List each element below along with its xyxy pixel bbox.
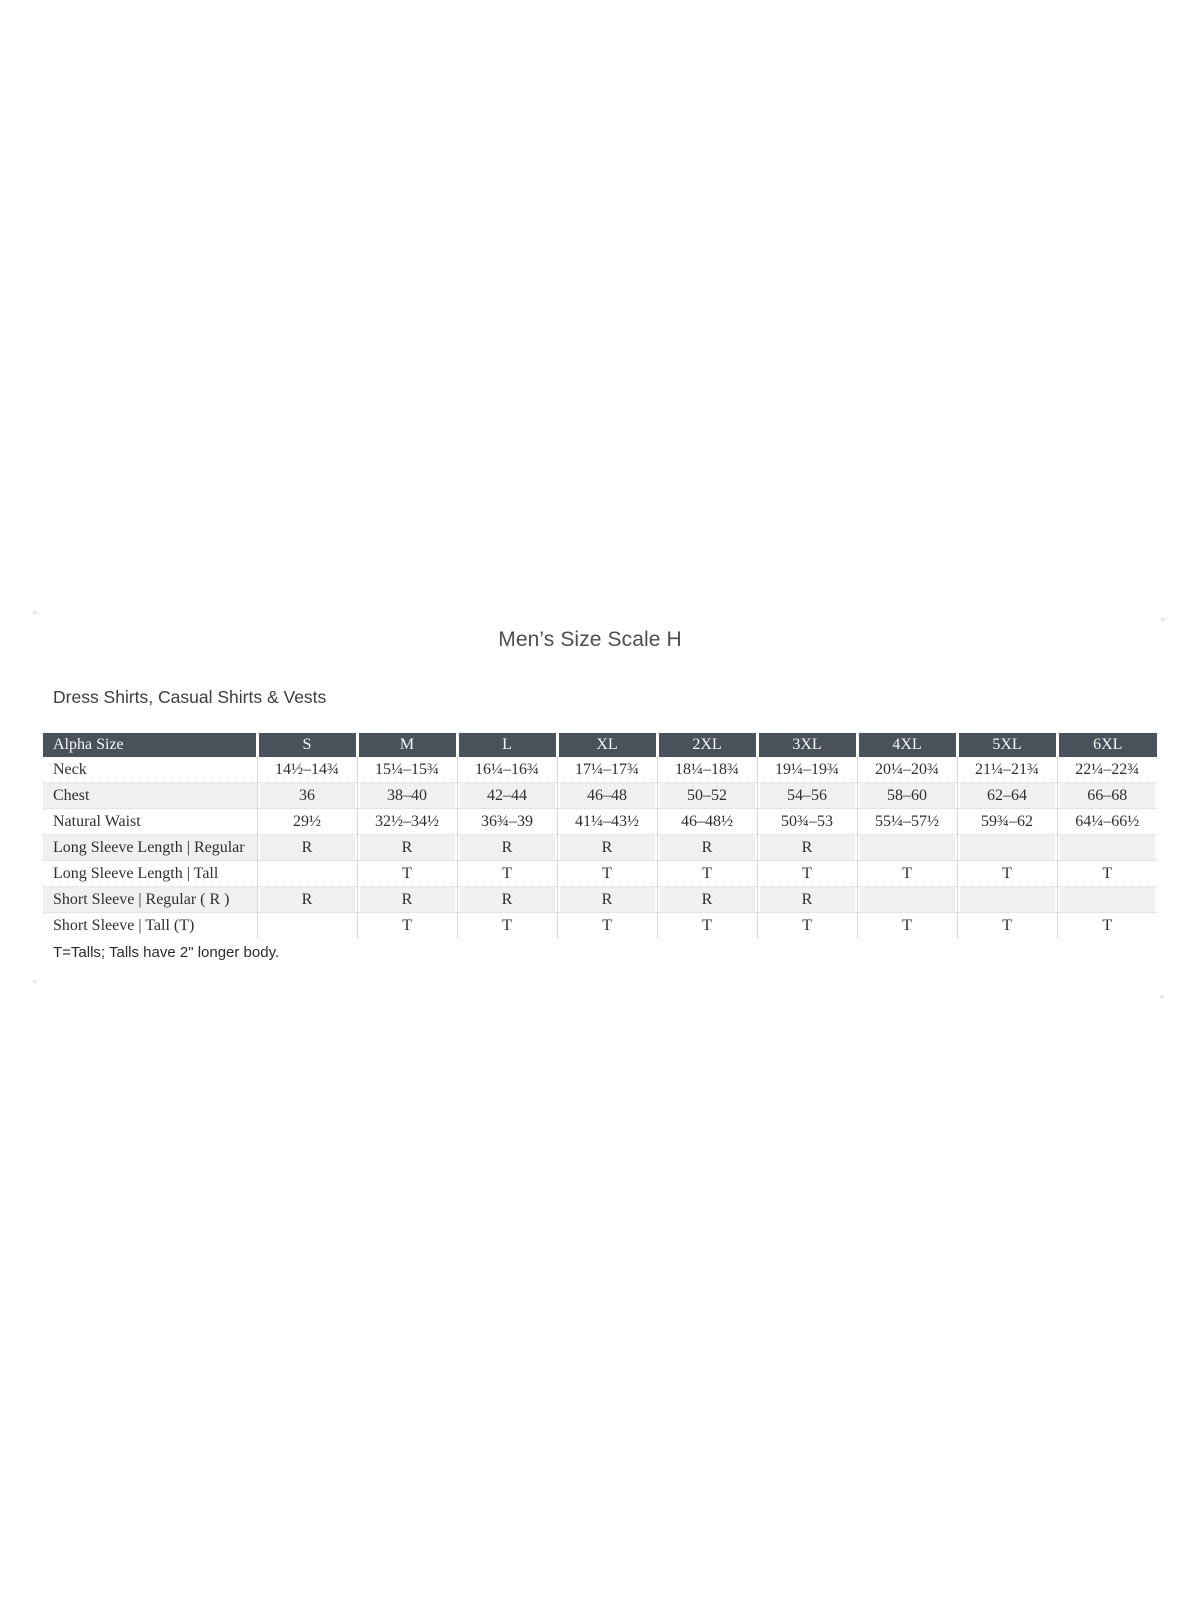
column-header-2xl: 2XL (655, 733, 757, 757)
size-value-cell: 21¼–21¾ (956, 757, 1057, 783)
size-value-cell: R (556, 834, 657, 861)
size-value-cell: T (756, 860, 857, 887)
size-value-cell: 22¼–22¾ (1056, 757, 1157, 783)
size-value-cell: 14½–14¾ (256, 757, 357, 783)
size-value-cell: 46–48½ (656, 808, 757, 835)
size-value-cell: 41¼–43½ (556, 808, 657, 835)
size-value-cell: R (256, 834, 357, 861)
row-label: Neck (53, 760, 87, 778)
size-value-cell: 50–52 (656, 782, 757, 809)
size-value-cell: 54–56 (756, 782, 857, 809)
size-value-cell (856, 834, 957, 861)
size-value-cell: 66–68 (1056, 782, 1157, 809)
size-value-cell: 50¾–53 (756, 808, 857, 835)
crop-mark-top-left (33, 611, 37, 614)
size-value-cell: T (356, 912, 457, 938)
column-header-m: M (355, 733, 457, 757)
column-header-5xl: 5XL (955, 733, 1057, 757)
size-value-cell: 20¼–20¾ (856, 757, 957, 783)
size-value-cell: T (656, 912, 757, 938)
size-table: Alpha Size S M L XL 2XL 3XL 4XL 5XL 6XL Neck 14½–1… (43, 733, 1157, 938)
table-row: Neck 14½–14¾ 15¼–15¾ 16¼–16¾ 17¼–17¾ 18¼–18¾ 1… (43, 757, 1157, 783)
page-title: Men’s Size Scale H (498, 628, 682, 651)
size-value-cell: R (256, 886, 357, 913)
size-value-cell: R (456, 886, 557, 913)
size-value-cell: T (556, 860, 657, 887)
table-row: Chest 36 38–40 42–44 46–48 50–52 54–56 58–60 62–… (43, 782, 1157, 809)
size-value-cell: 46–48 (556, 782, 657, 809)
size-value-cell (956, 834, 1057, 861)
size-table-header-row: Alpha Size S M L XL 2XL 3XL 4XL 5XL 6XL (43, 733, 1157, 757)
size-value-cell (1056, 886, 1157, 913)
size-value-cell: R (656, 834, 757, 861)
table-row: Long Sleeve Length | Tall T T T T T T T T (43, 860, 1157, 887)
crop-mark-bottom-right (1160, 995, 1164, 998)
row-label: Long Sleeve Length | Tall (43, 860, 257, 887)
size-value-cell (256, 912, 357, 938)
size-value-cell: 17¼–17¾ (556, 757, 657, 783)
size-value-cell (956, 886, 1057, 913)
crop-mark-bottom-left (33, 980, 37, 983)
size-value-cell: T (856, 860, 957, 887)
size-value-cell: 29½ (256, 808, 357, 835)
size-value-cell: R (656, 886, 757, 913)
size-value-cell: T (956, 860, 1057, 887)
size-value-cell: 38–40 (356, 782, 457, 809)
size-value-cell: T (356, 860, 457, 887)
size-value-cell: 32½–34½ (356, 808, 457, 835)
size-value-cell: T (456, 912, 557, 938)
size-value-cell: 36 (256, 782, 357, 809)
size-value-cell (856, 886, 957, 913)
size-value-cell (256, 860, 357, 887)
table-row: Natural Waist 29½ 32½–34½ 36¾–39 41¼–43½ 46–4… (43, 808, 1157, 835)
row-label: Short Sleeve | Tall (T) (43, 912, 257, 938)
column-header-l: L (455, 733, 557, 757)
size-value-cell: 59¾–62 (956, 808, 1057, 835)
size-value-cell (1056, 834, 1157, 861)
size-value-cell: R (456, 834, 557, 861)
section-title: Dress Shirts, Casual Shirts & Vests (53, 687, 327, 707)
column-header-alpha-size: Alpha Size (43, 733, 257, 757)
size-value-cell: T (456, 860, 557, 887)
size-value-cell: R (356, 886, 457, 913)
column-header-4xl: 4XL (855, 733, 957, 757)
column-header-6xl: 6XL (1055, 733, 1157, 757)
footnote: T=Talls; Talls have 2" longer body. (53, 944, 280, 961)
row-label: Long Sleeve Length | Regular (43, 834, 257, 861)
size-value-cell: R (356, 834, 457, 861)
column-header-3xl: 3XL (755, 733, 857, 757)
size-value-cell: T (556, 912, 657, 938)
row-label: Short Sleeve | Regular ( R ) (43, 886, 257, 913)
size-value-cell: T (1056, 860, 1157, 887)
size-value-cell: 55¼–57½ (856, 808, 957, 835)
size-value-cell: 16¼–16¾ (456, 757, 557, 783)
size-value-cell: 15¼–15¾ (356, 757, 457, 783)
size-value-cell: 58–60 (856, 782, 957, 809)
table-row: Short Sleeve | Regular ( R ) R R R R R R (43, 886, 1157, 913)
size-value-cell: 64¼–66½ (1056, 808, 1157, 835)
table-row: Long Sleeve Length | Regular R R R R R R (43, 834, 1157, 861)
size-value-cell: T (656, 860, 757, 887)
size-value-cell: T (856, 912, 957, 938)
size-value-cell: 62–64 (956, 782, 1057, 809)
size-value-cell: T (956, 912, 1057, 938)
size-value-cell: R (556, 886, 657, 913)
table-row: Short Sleeve | Tall (T) T T T T T T T T (43, 912, 1157, 938)
column-header-xl: XL (555, 733, 657, 757)
row-label: Natural Waist (43, 808, 257, 835)
size-value-cell: 19¼–19¾ (756, 757, 857, 783)
crop-mark-top-right (1161, 618, 1165, 621)
size-value-cell: T (756, 912, 857, 938)
size-value-cell: 18¼–18¾ (656, 757, 757, 783)
row-label: Chest (43, 782, 257, 809)
size-value-cell: R (756, 834, 857, 861)
size-value-cell: R (756, 886, 857, 913)
size-value-cell: T (1056, 912, 1157, 938)
size-value-cell: 36¾–39 (456, 808, 557, 835)
size-table-body: Neck 14½–14¾ 15¼–15¾ 16¼–16¾ 17¼–17¾ 18¼–18¾ 1… (43, 757, 1157, 938)
size-value-cell: 42–44 (456, 782, 557, 809)
column-header-s: S (255, 733, 357, 757)
